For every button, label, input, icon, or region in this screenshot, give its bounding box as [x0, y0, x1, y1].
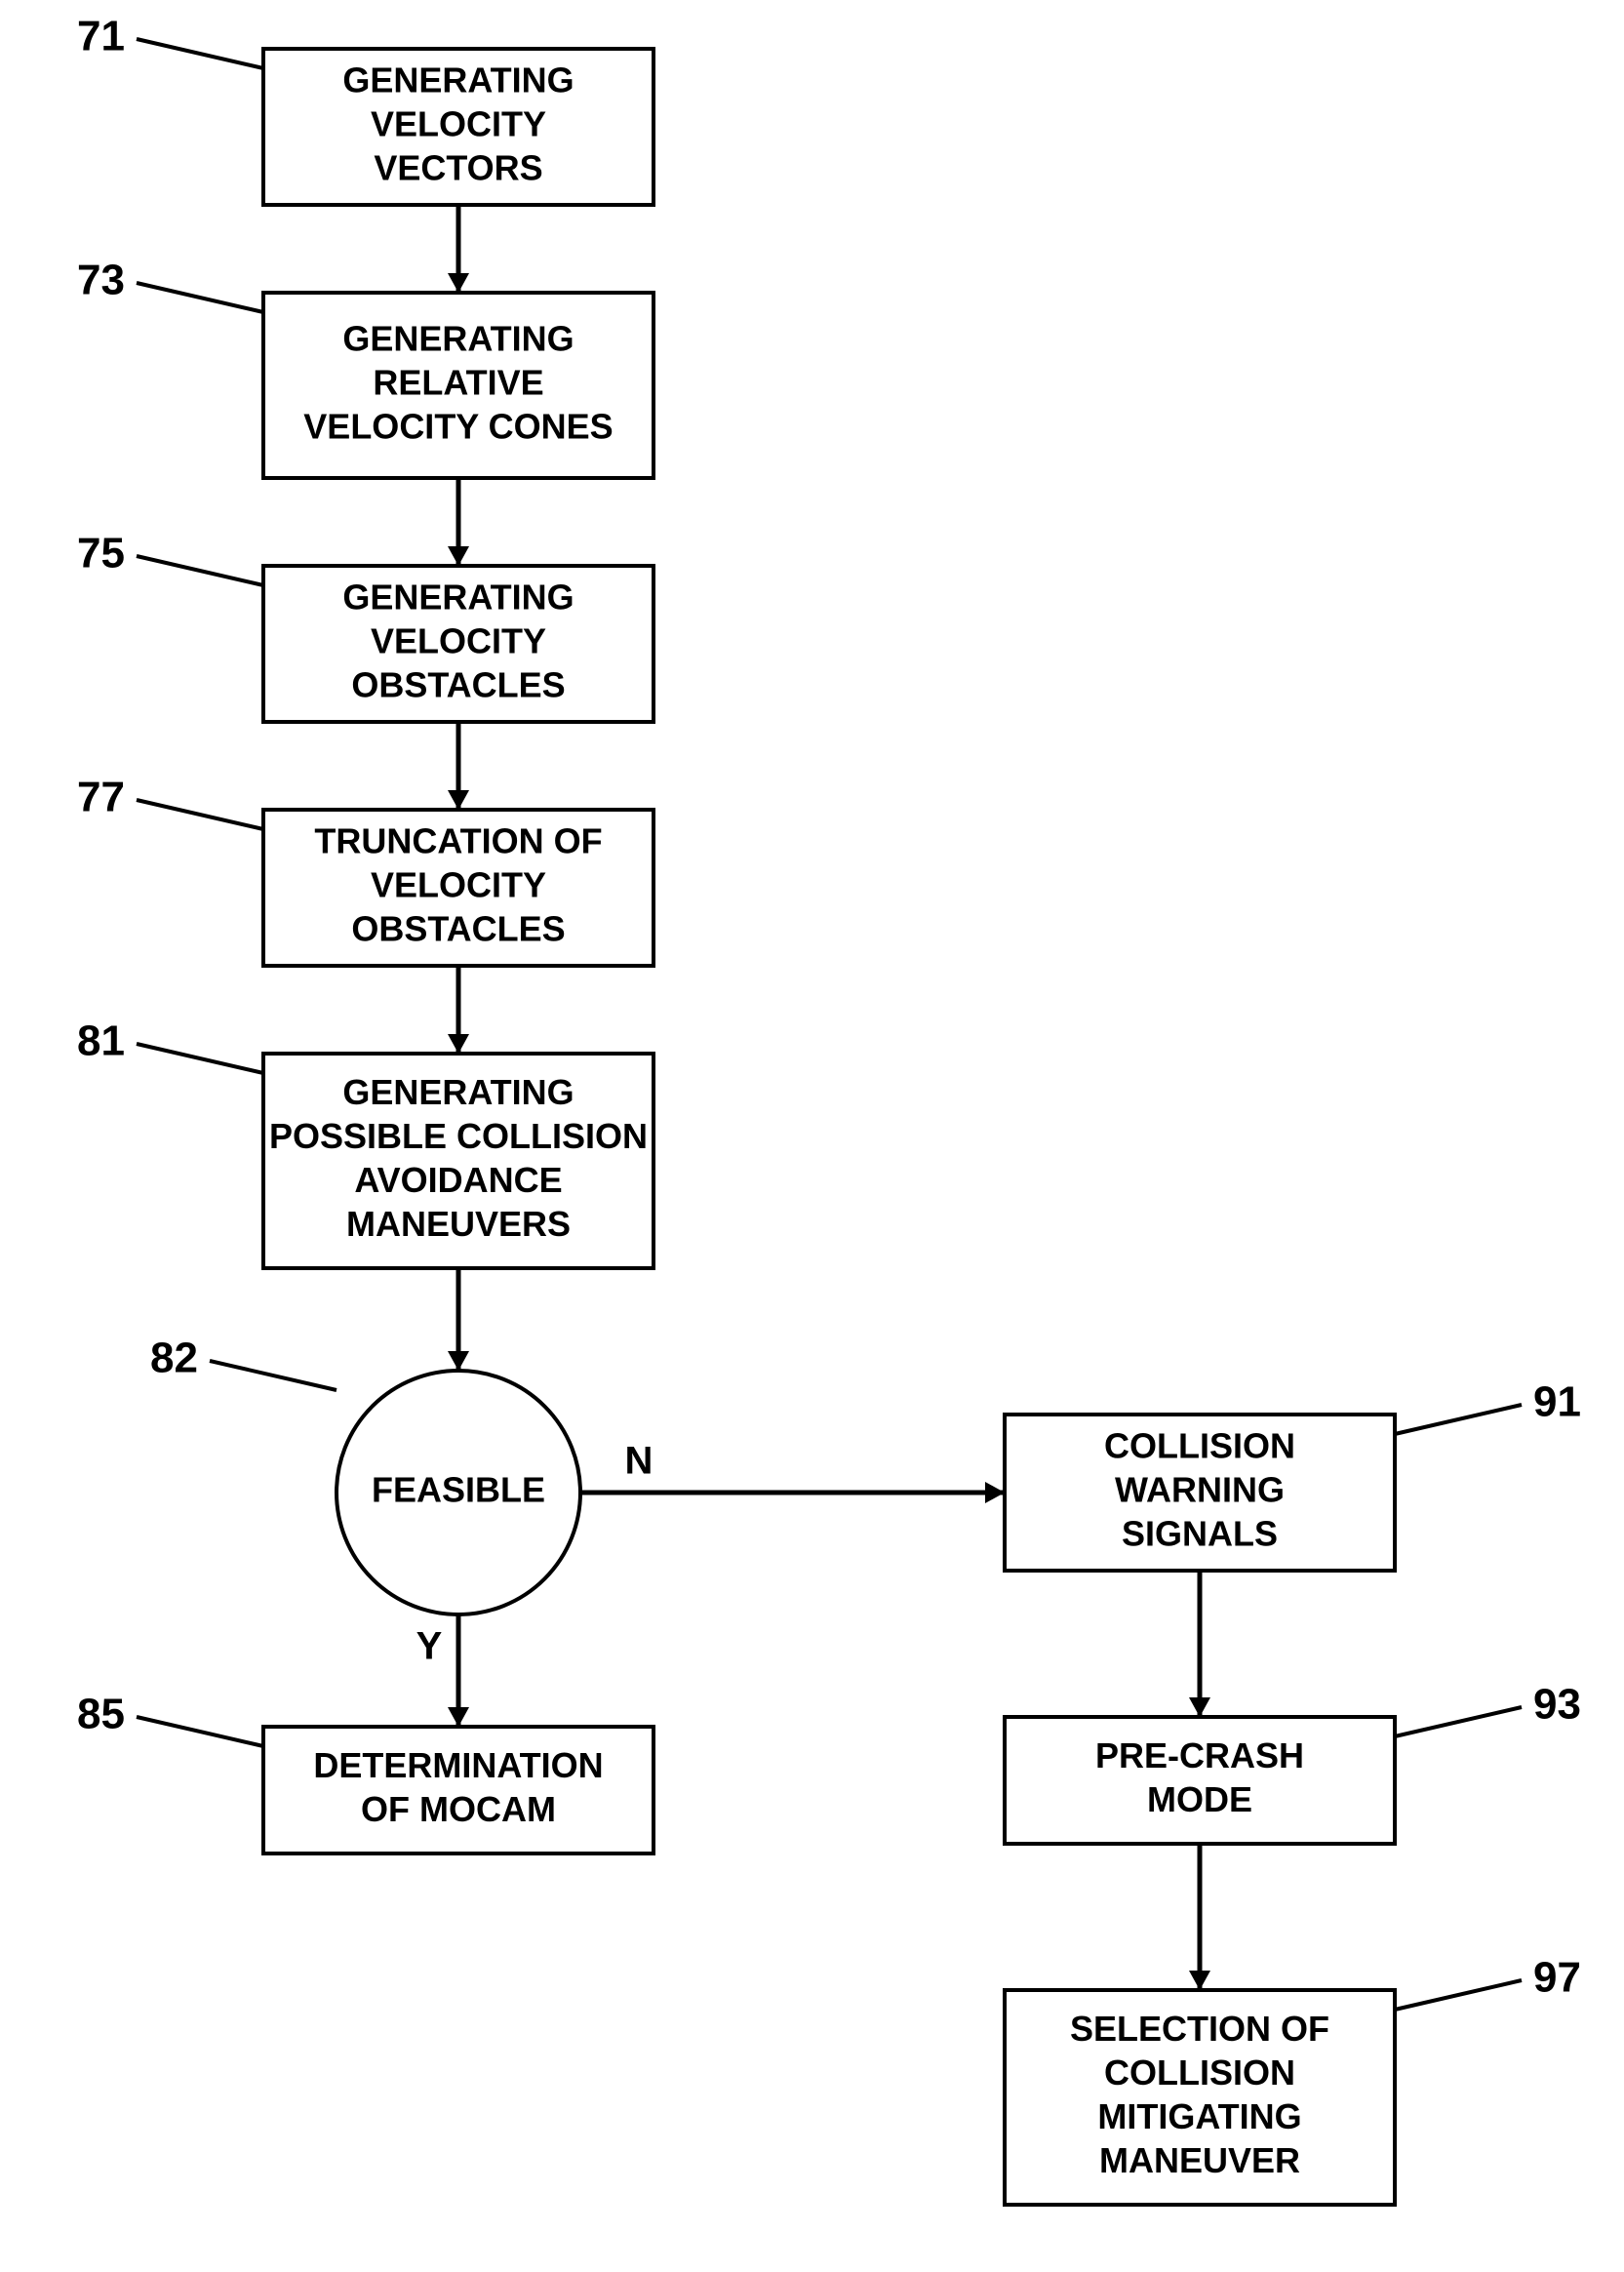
ref-number: 75 — [77, 530, 125, 578]
ref-leader — [137, 800, 263, 829]
ref-leader — [1395, 1707, 1522, 1736]
ref-number: 77 — [77, 774, 125, 821]
node-label: AVOIDANCE — [354, 1160, 562, 1200]
node-label: MANEUVERS — [346, 1204, 571, 1244]
ref-leader — [210, 1361, 337, 1390]
ref-number: 91 — [1533, 1378, 1581, 1426]
node-label: VELOCITY — [371, 104, 546, 144]
ref-leader — [1395, 1980, 1522, 2010]
edge-label: N — [625, 1440, 654, 1483]
node-label: GENERATING — [342, 60, 574, 100]
node-label: POSSIBLE COLLISION — [269, 1116, 648, 1156]
node-label: OBSTACLES — [351, 665, 565, 705]
node-label: GENERATING — [342, 319, 574, 359]
ref-number: 81 — [77, 1017, 125, 1065]
ref-number: 71 — [77, 13, 125, 60]
node-label: VELOCITY CONES — [303, 407, 613, 447]
node-label: GENERATING — [342, 1072, 574, 1112]
node-label: PRE-CRASH — [1095, 1735, 1304, 1775]
ref-leader — [137, 1717, 263, 1746]
node-label: GENERATING — [342, 578, 574, 618]
node-label: OBSTACLES — [351, 909, 565, 949]
node-label: VELOCITY — [371, 865, 546, 905]
node-label: RELATIVE — [373, 363, 543, 403]
ref-leader — [137, 556, 263, 585]
node-label: OF MOCAM — [361, 1789, 556, 1829]
node-label: SELECTION OF — [1070, 2009, 1329, 2049]
node-label: FEASIBLE — [372, 1470, 545, 1510]
node-label: TRUNCATION OF — [314, 821, 602, 861]
node-label: COLLISION — [1104, 1426, 1295, 1466]
ref-number: 85 — [77, 1691, 125, 1738]
ref-number: 82 — [150, 1335, 198, 1382]
node-label: MITIGATING — [1097, 2096, 1301, 2136]
ref-number: 97 — [1533, 1954, 1581, 2002]
ref-number: 73 — [77, 257, 125, 304]
node-label: VECTORS — [374, 148, 542, 188]
node-label: SIGNALS — [1122, 1514, 1278, 1554]
node-label: VELOCITY — [371, 621, 546, 661]
node-label: WARNING — [1115, 1470, 1285, 1510]
ref-number: 93 — [1533, 1681, 1581, 1729]
ref-leader — [137, 283, 263, 312]
ref-leader — [137, 39, 263, 68]
ref-leader — [1395, 1405, 1522, 1434]
edge-label: Y — [416, 1625, 443, 1668]
ref-leader — [137, 1044, 263, 1073]
node-label: MANEUVER — [1099, 2140, 1300, 2180]
node-label: DETERMINATION — [313, 1745, 603, 1785]
node-label: MODE — [1147, 1779, 1252, 1819]
node-label: COLLISION — [1104, 2053, 1295, 2093]
